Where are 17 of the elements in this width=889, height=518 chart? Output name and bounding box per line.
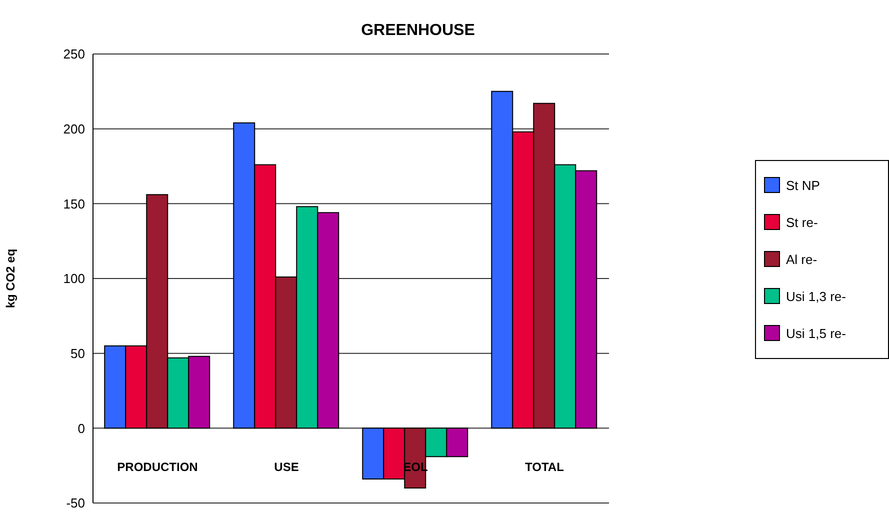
y-tick-label: 0	[78, 420, 85, 436]
y-tick-label: 50	[70, 346, 85, 361]
legend-label: Usi 1,3 re-	[786, 288, 846, 304]
y-axis-title: kg CO2 eq	[3, 248, 18, 308]
x-tick-label: TOTAL	[525, 460, 564, 474]
chart-title: GREENHOUSE	[360, 22, 476, 40]
legend-label: St re-	[786, 214, 818, 230]
legend-label: St NP	[786, 178, 820, 192]
legend-label: Al re-	[786, 252, 818, 266]
y-tick-label: 100	[63, 271, 85, 286]
y-tick-label: 250	[63, 46, 85, 62]
y-tick-label: -50	[66, 496, 85, 511]
y-tick-label: 200	[63, 121, 85, 136]
y-tick-label: 150	[63, 196, 85, 212]
x-tick-label: USE	[274, 460, 299, 474]
legend-label: Usi 1,5 re-	[786, 326, 846, 340]
x-tick-label: PRODUCTION	[117, 460, 198, 474]
